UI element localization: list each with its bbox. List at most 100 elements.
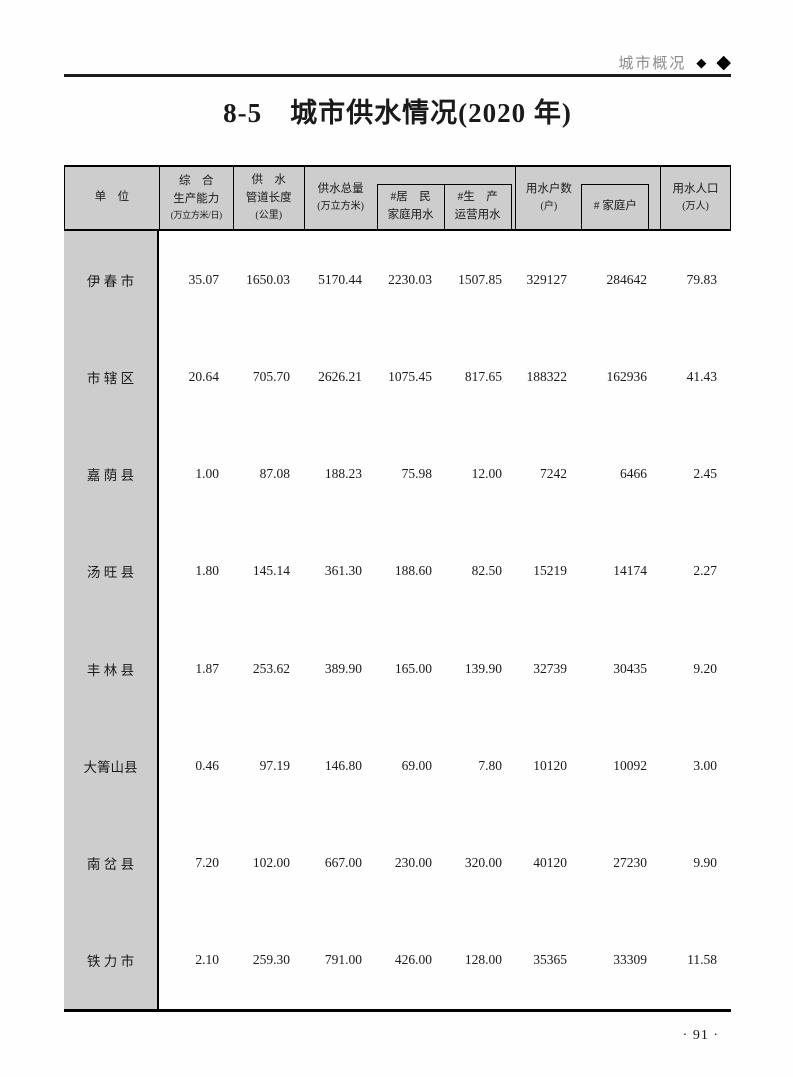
row-value: 35.07 <box>188 271 219 287</box>
row-value: 35365 <box>533 952 567 968</box>
table-row: 南 岔 县 7.20 102.00 667.00 230.00 320.00 40120 27… <box>64 814 731 912</box>
table-body: 伊 春 市 35.07 1650.03 5170.44 2230.03 1507.85 32… <box>64 231 731 1012</box>
row-value: 5170.44 <box>318 271 362 287</box>
diamond-small-icon: ◆ <box>696 55 707 70</box>
header-supply-line2: (万立方米) <box>317 201 364 213</box>
header-pipeline-line2: 管道长度 <box>245 192 292 205</box>
row-value: 817.65 <box>464 368 502 384</box>
row-value: 1650.03 <box>246 271 290 287</box>
header-group-supply-total: 供水总量 (万立方米) #居 民 家庭用水 #生 产 运营用水 <box>305 167 517 229</box>
row-value: 320.00 <box>464 855 502 871</box>
header-pipeline-line1: 供 水 <box>251 174 286 187</box>
row-value: 10120 <box>533 757 567 773</box>
row-value: 259.30 <box>252 952 290 968</box>
row-value: 139.90 <box>464 660 502 676</box>
row-unit-label: 伊 春 市 <box>64 231 159 329</box>
table-header: 单 位 综 合 生产能力 (万立方米/日) 供 水 管道长度 (公里) 供水总量… <box>64 165 731 231</box>
row-unit-label: 汤 旺 县 <box>64 522 159 620</box>
header-residential-line2: 家庭用水 <box>387 209 434 221</box>
header-cell-supply-total: 供水总量 (万立方米) <box>305 167 377 229</box>
row-value: 284642 <box>606 271 648 287</box>
header-production-line1: #生 产 <box>457 191 498 204</box>
row-value: 188.60 <box>394 563 432 579</box>
row-value: 1.87 <box>195 660 219 676</box>
row-value: 87.08 <box>259 466 290 482</box>
header-cell-capacity: 综 合 生产能力 (万立方米/日) <box>160 167 234 229</box>
header-cell-production: #生 产 运营用水 <box>443 185 511 229</box>
row-value: 162936 <box>606 368 648 384</box>
header-cell-family-households: # 家庭户 <box>582 185 648 229</box>
diamond-large-icon: ◆ <box>716 52 731 73</box>
row-value: 188322 <box>526 368 568 384</box>
page-number: · 91 · <box>682 1028 719 1043</box>
header-cell-pipeline: 供 水 管道长度 (公里) <box>234 167 305 229</box>
row-value: 12.00 <box>471 466 502 482</box>
row-value: 20.64 <box>188 368 219 384</box>
row-value: 426.00 <box>394 952 432 968</box>
header-subgroup-family: # 家庭户 <box>581 184 650 229</box>
row-value: 230.00 <box>394 855 432 871</box>
header-cell-unit: 单 位 <box>65 167 160 229</box>
row-value: 15219 <box>533 563 567 579</box>
table-row: 市 辖 区 20.64 705.70 2626.21 1075.45 817.65 1883… <box>64 328 731 426</box>
header-population-line2: (万人) <box>682 201 709 213</box>
row-value: 40120 <box>533 855 567 871</box>
header-capacity-line1: 综 合 <box>179 175 214 188</box>
row-value: 102.00 <box>252 855 290 871</box>
section-label: 城市概况 <box>618 55 687 72</box>
row-value: 82.50 <box>471 563 502 579</box>
header-production-line2: 运营用水 <box>454 209 501 221</box>
row-value: 6466 <box>620 466 647 482</box>
row-value: 32739 <box>533 660 567 676</box>
row-value: 33309 <box>613 952 647 968</box>
row-value: 14174 <box>613 563 647 579</box>
row-value: 1.00 <box>195 466 219 482</box>
page-title: 8-5 城市供水情况(2020 年) <box>223 98 572 128</box>
header-cell-households: 用水户数 (户) <box>516 167 581 229</box>
header-rule <box>64 74 731 77</box>
row-value: 30435 <box>613 660 647 676</box>
row-value: 1507.85 <box>458 271 502 287</box>
row-value: 389.90 <box>324 660 362 676</box>
row-value: 329127 <box>526 271 568 287</box>
row-value: 41.43 <box>686 368 717 384</box>
row-value: 2.45 <box>693 466 717 482</box>
header-subgroup-supply: #居 民 家庭用水 #生 产 运营用水 <box>376 184 512 229</box>
row-unit-label: 南 岔 县 <box>64 814 159 912</box>
table-row: 汤 旺 县 1.80 145.14 361.30 188.60 82.50 15219 141… <box>64 522 731 620</box>
header-households-line1: 用水户数 <box>525 183 572 196</box>
row-value: 188.23 <box>324 466 362 482</box>
row-value: 69.00 <box>401 757 432 773</box>
row-value: 27230 <box>613 855 647 871</box>
table-row: 大箐山县 0.46 97.19 146.80 69.00 7.80 10120 10092 3.… <box>64 717 731 815</box>
row-unit-label: 嘉 荫 县 <box>64 425 159 523</box>
header-supply-line1: 供水总量 <box>317 183 364 196</box>
header-cell-population: 用水人口 (万人) <box>661 167 731 229</box>
row-value: 2626.21 <box>318 368 362 384</box>
row-value: 1.80 <box>195 563 219 579</box>
table-row: 伊 春 市 35.07 1650.03 5170.44 2230.03 1507.85 32… <box>64 231 731 329</box>
header-households-line2: (户) <box>540 201 558 213</box>
header-pipeline-line3: (公里) <box>255 210 283 222</box>
row-value: 97.19 <box>259 757 290 773</box>
header-cell-residential: #居 民 家庭用水 <box>378 185 444 229</box>
row-value: 2.10 <box>195 952 219 968</box>
row-value: 361.30 <box>324 563 362 579</box>
header-capacity-line3: (万立方米/日) <box>170 209 222 220</box>
row-value: 7242 <box>540 466 567 482</box>
header-capacity-line2: 生产能力 <box>173 193 220 206</box>
table-row: 丰 林 县 1.87 253.62 389.90 165.00 139.90 32739 30… <box>64 620 731 718</box>
header-population-line1: 用水人口 <box>672 183 719 196</box>
row-value: 11.58 <box>687 952 717 968</box>
row-value: 128.00 <box>464 952 502 968</box>
row-value: 146.80 <box>324 757 362 773</box>
row-value: 7.80 <box>478 757 502 773</box>
row-value: 2230.03 <box>388 271 432 287</box>
row-unit-label: 市 辖 区 <box>64 328 159 426</box>
header-unit-label: 单 位 <box>94 191 130 204</box>
row-value: 3.00 <box>693 757 717 773</box>
header-group-households: 用水户数 (户) # 家庭户 <box>516 167 662 229</box>
row-value: 253.62 <box>252 660 290 676</box>
row-unit-label: 丰 林 县 <box>64 620 159 718</box>
